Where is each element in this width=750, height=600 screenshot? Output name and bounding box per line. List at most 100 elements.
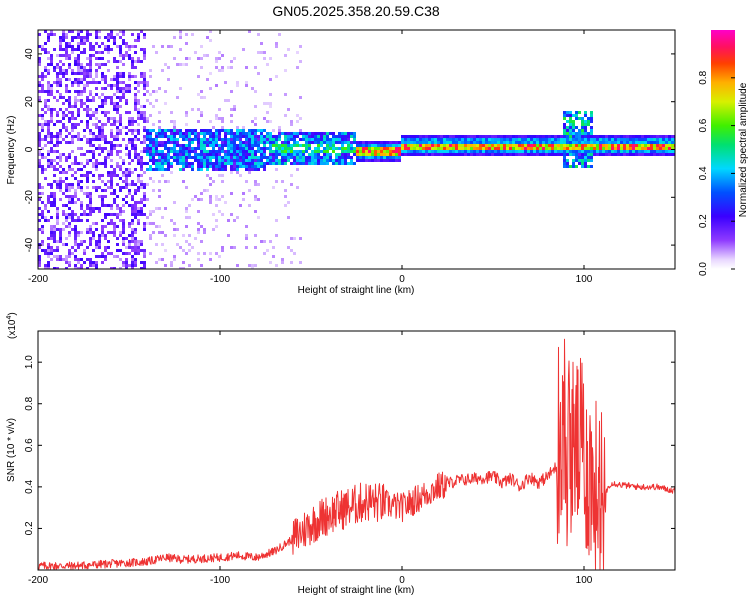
- spectrogram-cell: [224, 201, 227, 204]
- spectrogram-cell: [143, 93, 146, 96]
- spectrogram-cell: [188, 234, 191, 237]
- spectrogram-cell: [86, 36, 89, 39]
- spectrogram-cell: [68, 213, 71, 216]
- spectrogram-cell: [563, 141, 566, 144]
- spectrogram-cell: [656, 144, 659, 147]
- spectrogram-cell: [95, 42, 98, 45]
- svg-text:(x104): (x104): [6, 312, 18, 339]
- spectrogram-cell: [143, 252, 146, 255]
- spectrogram-cell: [392, 141, 395, 144]
- spectrogram-cell: [584, 129, 587, 132]
- spectrogram-cell: [338, 147, 341, 150]
- spectrogram-cell: [104, 165, 107, 168]
- spectrogram-cell: [194, 159, 197, 162]
- spectrogram-cell: [368, 150, 371, 153]
- spectrogram-cell: [245, 234, 248, 237]
- spectrogram-cell: [47, 264, 50, 267]
- spectrogram-cell: [296, 66, 299, 69]
- spectrogram-cell: [212, 156, 215, 159]
- spectrogram-cell: [659, 153, 662, 156]
- spectrogram-cell: [269, 144, 272, 147]
- spectrogram-cell: [104, 114, 107, 117]
- spectrogram-cell: [287, 216, 290, 219]
- spectrogram-cell: [65, 87, 68, 90]
- spectrogram-cell: [149, 150, 152, 153]
- spectrogram-cell: [116, 144, 119, 147]
- spectrogram-cell: [89, 45, 92, 48]
- spectrogram-cell: [569, 117, 572, 120]
- spectrogram-cell: [281, 159, 284, 162]
- spectrogram-cell: [155, 261, 158, 264]
- spectrogram-cell: [248, 132, 251, 135]
- spectrogram-cell: [470, 138, 473, 141]
- spectrogram-cell: [422, 153, 425, 156]
- spectrogram-cell: [323, 153, 326, 156]
- spectrogram-cell: [179, 162, 182, 165]
- spectrogram-cell: [38, 135, 41, 138]
- spectrogram-cell: [242, 126, 245, 129]
- spectrogram-cell: [425, 135, 428, 138]
- spectrogram-cell: [77, 267, 80, 269]
- spectrogram-cell: [89, 159, 92, 162]
- spectrogram-cell: [86, 207, 89, 210]
- spectrogram-cell: [110, 84, 113, 87]
- spectrogram-cell: [482, 153, 485, 156]
- spectrogram-cell: [104, 225, 107, 228]
- spectrogram-cell: [98, 186, 101, 189]
- spectrogram-cell: [353, 150, 356, 153]
- spectrogram-cell: [161, 258, 164, 261]
- spectrogram-cell: [263, 102, 266, 105]
- spectrogram-cell: [602, 144, 605, 147]
- spectrogram-cell: [101, 57, 104, 60]
- spectrogram-cell: [254, 117, 257, 120]
- spectrogram-cell: [614, 138, 617, 141]
- spectrogram-cell: [128, 156, 131, 159]
- spectrogram-cell: [74, 213, 77, 216]
- spectrogram-cell: [122, 42, 125, 45]
- spectrogram-cell: [329, 156, 332, 159]
- spectrogram-cell: [104, 237, 107, 240]
- spectrogram-cell: [230, 60, 233, 63]
- spectrogram-cell: [161, 135, 164, 138]
- spectrogram-cell: [197, 165, 200, 168]
- spectrogram-cell: [266, 102, 269, 105]
- spectrogram-cell: [194, 132, 197, 135]
- spectrogram-cell: [581, 120, 584, 123]
- spectrogram-cell: [527, 141, 530, 144]
- spectrogram-cell: [317, 135, 320, 138]
- spectrogram-cell: [590, 111, 593, 114]
- spectrogram-cell: [365, 141, 368, 144]
- spectrogram-cell: [155, 51, 158, 54]
- spectrogram-cell: [197, 144, 200, 147]
- spectrogram-cell: [257, 183, 260, 186]
- spectrogram-cell: [314, 138, 317, 141]
- spectrogram-cell: [572, 141, 575, 144]
- spectrogram-cell: [110, 231, 113, 234]
- spectrogram-cell: [665, 135, 668, 138]
- spectrogram-cell: [644, 141, 647, 144]
- spectrogram-cell: [275, 234, 278, 237]
- spectrogram-cell: [77, 60, 80, 63]
- spectrogram-cell: [371, 147, 374, 150]
- spectrogram-cell: [197, 159, 200, 162]
- spectrogram-cell: [53, 69, 56, 72]
- spectrogram-cell: [86, 39, 89, 42]
- spectrogram-cell: [575, 150, 578, 153]
- spectrogram-cell: [233, 57, 236, 60]
- spectrogram-cell: [74, 264, 77, 267]
- spectrogram-cell: [224, 156, 227, 159]
- spectrogram-cell: [176, 162, 179, 165]
- spectrogram-cell: [572, 144, 575, 147]
- spectrogram-cell: [47, 120, 50, 123]
- spectrogram-cell: [137, 129, 140, 132]
- spectrogram-cell: [245, 81, 248, 84]
- spectrogram-cell: [440, 138, 443, 141]
- spectrogram-cell: [572, 120, 575, 123]
- spectrogram-cell: [50, 93, 53, 96]
- spectrogram-cell: [143, 261, 146, 264]
- spectrogram-cell: [44, 99, 47, 102]
- spectrogram-cell: [113, 198, 116, 201]
- spectrogram-cell: [59, 108, 62, 111]
- spectrogram-cell: [440, 144, 443, 147]
- spectrogram-cell: [590, 129, 593, 132]
